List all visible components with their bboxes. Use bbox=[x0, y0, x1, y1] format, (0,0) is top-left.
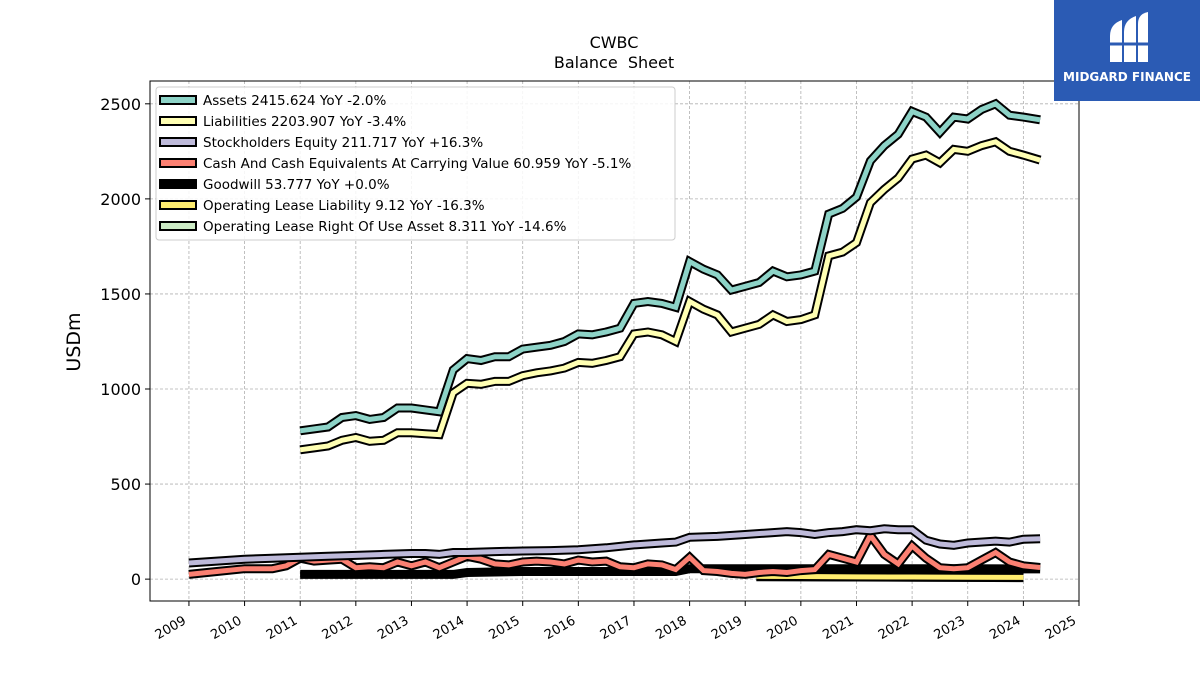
legend-swatch bbox=[159, 221, 197, 231]
legend-entry: Operating Lease Right Of Use Asset 8.311… bbox=[203, 219, 567, 235]
legend-entry: Goodwill 53.777 YoY +0.0% bbox=[203, 177, 390, 193]
x-tick-label: 2016 bbox=[542, 613, 578, 643]
plot-frame bbox=[149, 80, 1080, 602]
x-tick-label: 2012 bbox=[320, 613, 356, 643]
logo-text: MIDGARD FINANCE bbox=[1063, 70, 1191, 84]
legend: Assets 2415.624 YoY -2.0% Liabilities 220… bbox=[155, 86, 676, 241]
legend-entry: Liabilities 2203.907 YoY -3.4% bbox=[203, 114, 406, 130]
x-tick-label: 2022 bbox=[876, 613, 912, 643]
legend-entry: Operating Lease Liability 9.12 YoY -16.3… bbox=[203, 198, 485, 214]
midgard-finance-logo: MIDGARD FINANCE bbox=[1054, 0, 1200, 101]
y-tick-label: 1000 bbox=[100, 380, 141, 399]
y-tick-label: 2000 bbox=[100, 190, 141, 209]
x-tick-label: 2009 bbox=[153, 613, 189, 643]
chart-subtitle: Balance Sheet bbox=[554, 53, 674, 72]
x-tick-label: 2024 bbox=[987, 613, 1023, 643]
series-line-assets bbox=[299, 100, 1041, 434]
x-tick-label: 2020 bbox=[765, 613, 801, 643]
legend-box bbox=[155, 86, 676, 241]
series-line-cash-and-cash-equivalents-at-carrying-value bbox=[188, 530, 1041, 577]
x-tick-label: 2014 bbox=[431, 613, 467, 643]
series-lines bbox=[188, 98, 1042, 583]
legend-swatch bbox=[159, 200, 197, 210]
legend-entry: Assets 2415.624 YoY -2.0% bbox=[203, 93, 387, 109]
x-tick-label: 2021 bbox=[820, 613, 856, 643]
legend-swatch bbox=[159, 95, 197, 105]
midgard-logo-icon bbox=[1106, 12, 1152, 62]
legend-swatch bbox=[159, 137, 197, 147]
series-line-operating-lease-liability bbox=[756, 573, 1024, 580]
y-tick-label: 2500 bbox=[100, 95, 141, 114]
x-tick-label: 2017 bbox=[598, 613, 634, 643]
y-tick-label: 0 bbox=[131, 570, 141, 589]
series-line-liabilities bbox=[299, 139, 1041, 453]
legend-swatch bbox=[159, 179, 197, 189]
y-axis-label: USDm bbox=[63, 312, 85, 371]
x-tick-label: 2011 bbox=[264, 613, 300, 643]
legend-entry: Cash And Cash Equivalents At Carrying Va… bbox=[203, 156, 631, 172]
legend-swatch bbox=[159, 116, 197, 126]
x-tick-label: 2018 bbox=[653, 613, 689, 643]
y-tick-label: 1500 bbox=[100, 285, 141, 304]
y-tick-label: 500 bbox=[110, 475, 141, 494]
series-line-stockholders-equity bbox=[188, 526, 1041, 566]
x-tick-label: 2025 bbox=[1043, 613, 1079, 643]
legend-entry: Stockholders Equity 211.717 YoY +16.3% bbox=[203, 135, 483, 151]
x-tick-label: 2019 bbox=[709, 613, 745, 643]
x-tick-label: 2010 bbox=[208, 613, 244, 643]
x-tick-label: 2013 bbox=[375, 613, 411, 643]
chart-title: CWBC bbox=[590, 33, 639, 52]
x-tick-label: 2015 bbox=[487, 613, 523, 643]
x-tick-label: 2023 bbox=[932, 613, 968, 643]
legend-swatch bbox=[159, 158, 197, 168]
